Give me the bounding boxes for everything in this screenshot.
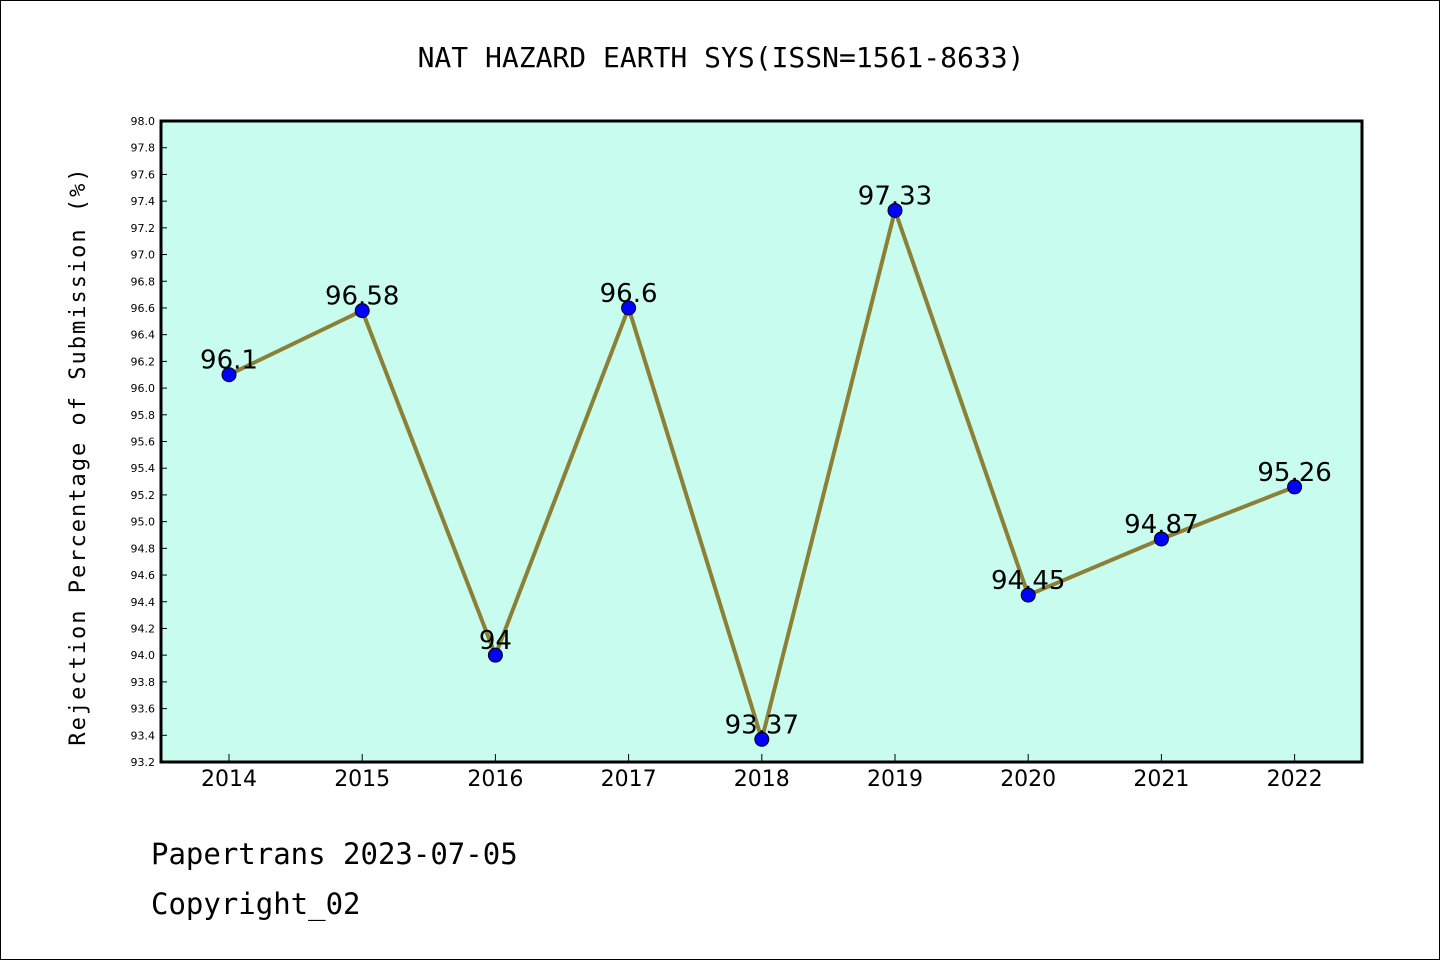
- x-tick-label: 2021: [1133, 767, 1189, 792]
- y-axis: 93.2 93.4 93.6 93.8 94.0 94.2 94.4 94.6 94.8 95.0…: [131, 115, 167, 769]
- y-tick-label: 94.4: [131, 596, 156, 609]
- y-axis-label: Rejection Percentage of Submission (%): [66, 166, 91, 745]
- x-tick-label: 2022: [1267, 767, 1323, 792]
- data-label: 95.26: [1257, 458, 1331, 488]
- data-point: [354, 303, 370, 319]
- x-axis: 2014 2015 2016 2017 2018 2019 2020 2021 2022: [201, 754, 1323, 792]
- y-tick-label: 98.0: [131, 115, 156, 128]
- data-label: 94.45: [991, 566, 1065, 596]
- y-tick-label: 94.6: [131, 569, 156, 582]
- data-point: [1153, 531, 1169, 547]
- footer-date: Papertrans 2023-07-05: [151, 837, 518, 871]
- y-tick-label: 96.4: [131, 329, 156, 342]
- data-point: [1287, 479, 1303, 495]
- data-label: 94.87: [1124, 510, 1198, 540]
- x-tick-label: 2014: [201, 767, 257, 792]
- y-tick-label: 95.2: [131, 489, 156, 502]
- chart-title: NAT HAZARD EARTH SYS(ISSN=1561-8633): [418, 41, 1025, 74]
- data-point: [1020, 587, 1036, 603]
- y-tick-label: 97.4: [131, 195, 156, 208]
- y-tick-label: 97.6: [131, 168, 156, 181]
- y-tick-label: 95.6: [131, 436, 156, 449]
- footer-copyright: Copyright_02: [151, 887, 361, 921]
- y-tick-label: 96.0: [131, 382, 156, 395]
- data-point: [487, 647, 503, 663]
- y-tick-label: 95.0: [131, 516, 156, 529]
- x-tick-label: 2018: [734, 767, 790, 792]
- y-tick-label: 96.6: [131, 302, 156, 315]
- series-layer: 96.1 96.58 94 96.6 93.37 97.33 94.45 94.87 95.26: [200, 181, 1332, 747]
- x-tick-label: 2016: [467, 767, 523, 792]
- data-label: 94: [479, 626, 512, 656]
- y-tick-label: 93.8: [131, 676, 156, 689]
- data-label: 93.37: [725, 710, 799, 740]
- data-point: [221, 367, 237, 383]
- y-tick-label: 97.2: [131, 222, 156, 235]
- x-tick-label: 2015: [334, 767, 390, 792]
- data-point: [754, 731, 770, 747]
- y-tick-label: 93.6: [131, 703, 156, 716]
- y-tick-label: 94.8: [131, 542, 156, 555]
- data-point: [887, 202, 903, 218]
- x-tick-label: 2019: [867, 767, 923, 792]
- y-tick-label: 95.8: [131, 409, 156, 422]
- plot-area: [159, 119, 1364, 764]
- x-tick-label: 2017: [601, 767, 657, 792]
- data-label: 96.6: [600, 279, 658, 309]
- y-tick-label: 96.2: [131, 355, 156, 368]
- x-tick-label: 2020: [1000, 767, 1056, 792]
- data-point: [621, 300, 637, 316]
- y-tick-label: 94.0: [131, 649, 156, 662]
- data-label: 96.1: [200, 346, 258, 376]
- y-tick-label: 93.2: [131, 756, 156, 769]
- y-tick-label: 94.2: [131, 622, 156, 635]
- y-tick-label: 97.8: [131, 142, 156, 155]
- y-tick-label: 95.4: [131, 462, 156, 475]
- data-label: 97.33: [858, 181, 932, 211]
- y-tick-label: 96.8: [131, 275, 156, 288]
- data-label: 96.58: [325, 282, 399, 312]
- y-tick-label: 93.4: [131, 729, 156, 742]
- y-tick-label: 97.0: [131, 249, 156, 262]
